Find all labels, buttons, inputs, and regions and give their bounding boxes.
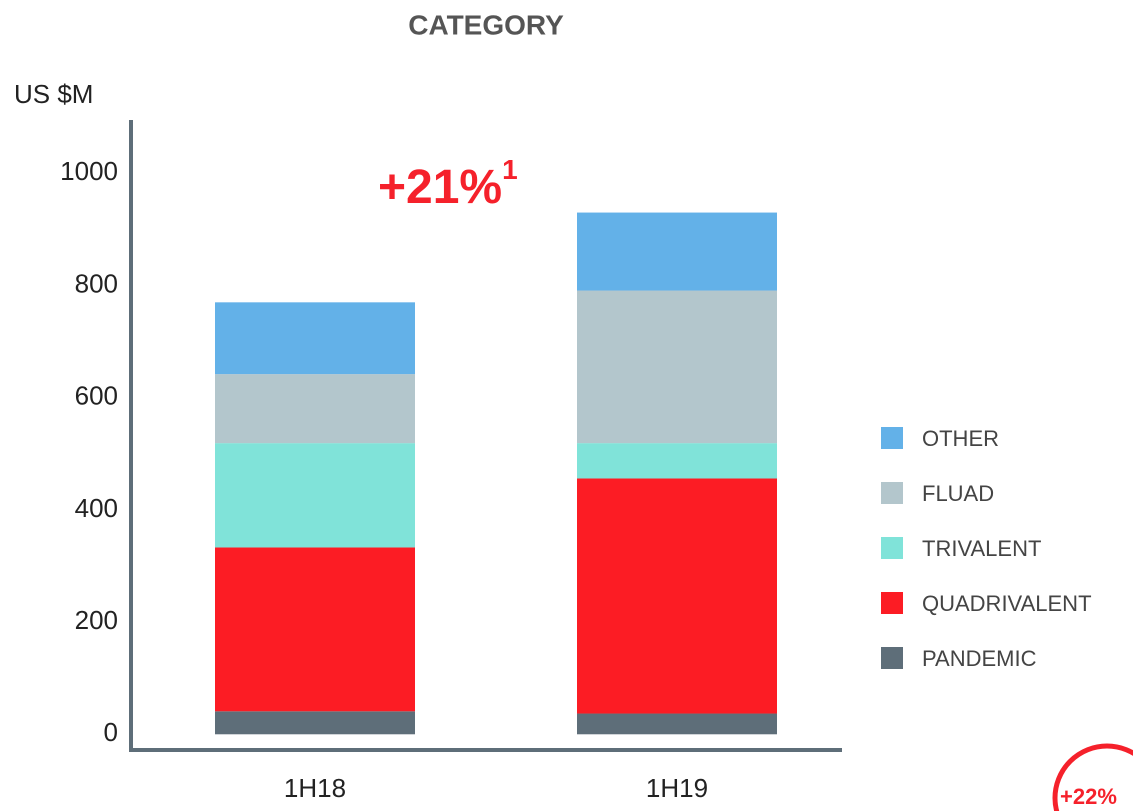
badge-circle bbox=[1052, 743, 1133, 811]
legend-label: PANDEMIC bbox=[922, 646, 1037, 671]
bar-segment bbox=[215, 374, 415, 444]
y-tick-label: 200 bbox=[75, 605, 118, 635]
legend-swatch bbox=[881, 537, 903, 559]
bar-segment bbox=[215, 547, 415, 712]
growth-text: +21% bbox=[378, 161, 502, 214]
bar-segment bbox=[577, 212, 777, 291]
footnote-mark: 1 bbox=[502, 154, 518, 185]
legend-label: TRIVALENT bbox=[922, 536, 1041, 561]
bar-segment bbox=[577, 443, 777, 479]
bar-segment bbox=[577, 713, 777, 735]
y-tick-label: 400 bbox=[75, 493, 118, 523]
legend-label: FLUAD bbox=[922, 481, 994, 506]
x-tick-label: 1H19 bbox=[646, 773, 708, 803]
legend-label: OTHER bbox=[922, 426, 999, 451]
bar-segment bbox=[577, 290, 777, 444]
bar-segment bbox=[215, 302, 415, 375]
chart-title: CATEGORY bbox=[408, 9, 564, 40]
legend-label: QUADRIVALENT bbox=[922, 591, 1092, 616]
y-tick-label: 800 bbox=[75, 268, 118, 298]
badge-text: +22% bbox=[1060, 784, 1117, 809]
growth-annotation: +21%1 bbox=[378, 154, 518, 213]
y-tick-label: 1000 bbox=[60, 156, 118, 186]
legend-swatch bbox=[881, 647, 903, 669]
legend-swatch bbox=[881, 427, 903, 449]
legend-swatch bbox=[881, 592, 903, 614]
legend-swatch bbox=[881, 482, 903, 504]
y-axis-label: US $M bbox=[14, 79, 93, 109]
bar-segment bbox=[215, 711, 415, 735]
bar-segment bbox=[577, 478, 777, 714]
y-tick-label: 600 bbox=[75, 381, 118, 411]
y-tick-label: 0 bbox=[104, 717, 118, 747]
bar-segment bbox=[215, 443, 415, 548]
x-tick-label: 1H18 bbox=[284, 773, 346, 803]
